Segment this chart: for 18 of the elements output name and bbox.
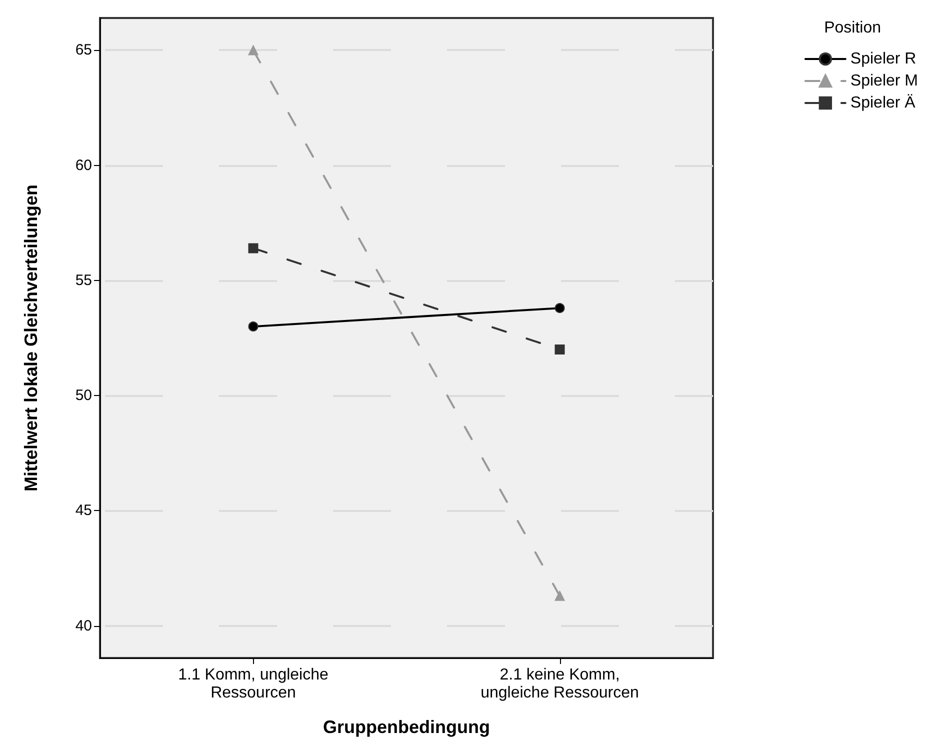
point <box>248 321 258 332</box>
y-tick-label: 40 <box>75 617 92 634</box>
y-tick-label: 50 <box>75 387 92 404</box>
point <box>248 243 258 254</box>
legend-title: Position <box>824 20 881 36</box>
y-tick-label: 45 <box>75 502 92 520</box>
x-axis-title: Gruppenbedingung <box>323 717 490 737</box>
legend-label: Spieler R <box>850 50 916 68</box>
legend-label: Spieler M <box>850 72 918 90</box>
y-axis-title: Mittelwert lokale Gleichverteilungen <box>21 184 41 492</box>
legend-label: Spieler Ä <box>850 94 916 112</box>
y-tick-label: 55 <box>75 272 92 289</box>
y-tick-label: 60 <box>75 156 92 174</box>
point <box>554 303 565 314</box>
point <box>554 344 565 355</box>
x-tick-label: 2.1 keine Komm, ungleiche Ressourcen <box>480 666 639 702</box>
y-tick-label: 65 <box>75 42 92 59</box>
x-tick-label: 1.1 Komm, ungleiche Ressourcen <box>178 666 328 702</box>
